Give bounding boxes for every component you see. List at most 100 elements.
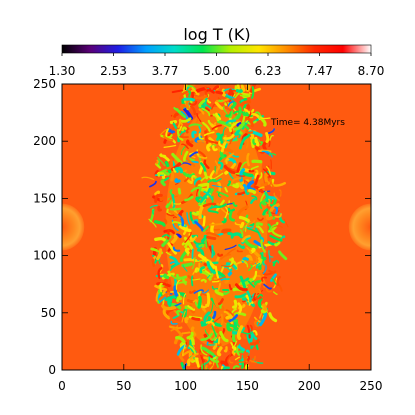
turbulence-filament <box>215 165 221 175</box>
turbulence-filament <box>169 255 179 266</box>
turbulence-filament <box>181 262 193 268</box>
turbulence-filament <box>172 246 181 252</box>
turbulence-filament <box>217 181 222 192</box>
x-tick-label: 250 <box>360 379 383 393</box>
turbulence-filament <box>163 218 168 225</box>
turbulence-filament <box>268 153 277 156</box>
turbulence-filament <box>174 178 181 183</box>
turbulence-filament <box>225 158 230 165</box>
turbulence-filament <box>189 352 199 360</box>
turbulence-filament <box>157 205 162 212</box>
turbulence-filament <box>253 280 263 286</box>
turbulence-filament <box>187 305 196 311</box>
turbulence-filament <box>257 257 262 263</box>
hot-bubble <box>62 203 85 251</box>
turbulence-filament <box>238 215 250 223</box>
turbulence-filament <box>201 346 215 357</box>
turbulence-filament <box>212 145 218 152</box>
turbulence-filament <box>220 253 231 260</box>
turbulence-filament <box>177 187 182 195</box>
turbulence-filament <box>152 209 155 215</box>
turbulence-filament <box>206 235 217 241</box>
turbulence-filament <box>243 352 249 362</box>
turbulence-filament <box>225 119 237 125</box>
turbulence-filament <box>197 182 210 188</box>
turbulence-filament <box>241 355 243 361</box>
turbulent-column <box>141 84 289 370</box>
turbulence-filament <box>271 229 283 238</box>
turbulence-filament <box>250 136 255 148</box>
turbulence-filament <box>154 236 166 242</box>
turbulence-filament <box>274 241 281 247</box>
turbulence-filament <box>173 112 179 118</box>
turbulence-filament <box>249 247 256 254</box>
turbulence-filament <box>262 141 267 151</box>
turbulence-filament <box>159 153 167 158</box>
turbulence-filament <box>207 205 219 211</box>
turbulence-filament <box>268 312 278 323</box>
turbulence-filament <box>199 348 206 363</box>
turbulence-filament <box>283 218 289 228</box>
turbulence-filament <box>246 152 250 167</box>
turbulence-filament <box>269 234 283 242</box>
turbulence-filament <box>199 303 208 309</box>
turbulence-filament <box>236 133 241 139</box>
turbulence-filament <box>188 123 203 127</box>
turbulence-filament <box>165 128 170 137</box>
turbulence-filament <box>216 132 221 141</box>
turbulence-filament <box>157 266 163 280</box>
turbulence-filament <box>236 84 240 91</box>
turbulence-filament <box>200 276 209 282</box>
turbulence-filament <box>192 299 198 303</box>
turbulence-filament <box>217 253 224 257</box>
turbulence-filament <box>185 157 196 167</box>
turbulence-filament <box>198 243 205 248</box>
turbulence-filament <box>166 158 173 170</box>
turbulence-filament <box>161 234 170 238</box>
turbulence-filament <box>189 235 198 243</box>
x-tick-label: 150 <box>236 379 259 393</box>
turbulence-filament <box>278 189 282 197</box>
turbulence-filament <box>227 232 234 239</box>
turbulence-filament <box>241 235 251 243</box>
y-tick-label: 250 <box>33 77 56 91</box>
turbulence-filament <box>244 239 258 249</box>
turbulence-filament <box>234 121 245 131</box>
turbulence-filament <box>228 284 233 291</box>
turbulence-filament <box>201 107 211 117</box>
turbulence-filament <box>251 175 255 180</box>
turbulence-filament <box>193 289 204 294</box>
turbulence-filament <box>250 84 257 93</box>
turbulence-filament <box>191 210 200 216</box>
turbulence-filament <box>242 298 249 306</box>
turbulence-filament <box>241 259 249 268</box>
turbulence-filament <box>224 206 229 219</box>
turbulence-filament <box>190 336 195 346</box>
turbulence-filament <box>177 118 182 128</box>
y-tick-label: 100 <box>33 249 56 263</box>
turbulence-filament <box>184 247 190 255</box>
turbulence-filament <box>269 203 280 212</box>
y-tick-label: 50 <box>41 306 56 320</box>
turbulence-filament <box>254 172 259 179</box>
turbulence-filament <box>212 113 220 122</box>
turbulence-filament <box>159 195 168 202</box>
turbulence-filament <box>167 242 178 255</box>
turbulence-filament <box>163 273 170 280</box>
turbulence-filament <box>223 164 236 175</box>
turbulence-filament <box>231 232 244 239</box>
turbulence-filament <box>191 87 198 95</box>
turbulence-filament <box>189 105 197 115</box>
turbulence-filament <box>261 199 267 206</box>
turbulence-filament <box>163 229 176 235</box>
turbulence-filament <box>176 129 184 141</box>
turbulence-filament <box>245 254 253 263</box>
turbulence-filament <box>208 261 216 269</box>
turbulence-filament <box>247 228 260 234</box>
turbulence-filament <box>190 326 197 336</box>
turbulence-filament <box>181 143 189 150</box>
turbulence-filament <box>273 192 280 201</box>
turbulence-filament <box>272 291 278 295</box>
turbulence-filament <box>204 130 209 144</box>
turbulence-filament <box>212 327 220 334</box>
